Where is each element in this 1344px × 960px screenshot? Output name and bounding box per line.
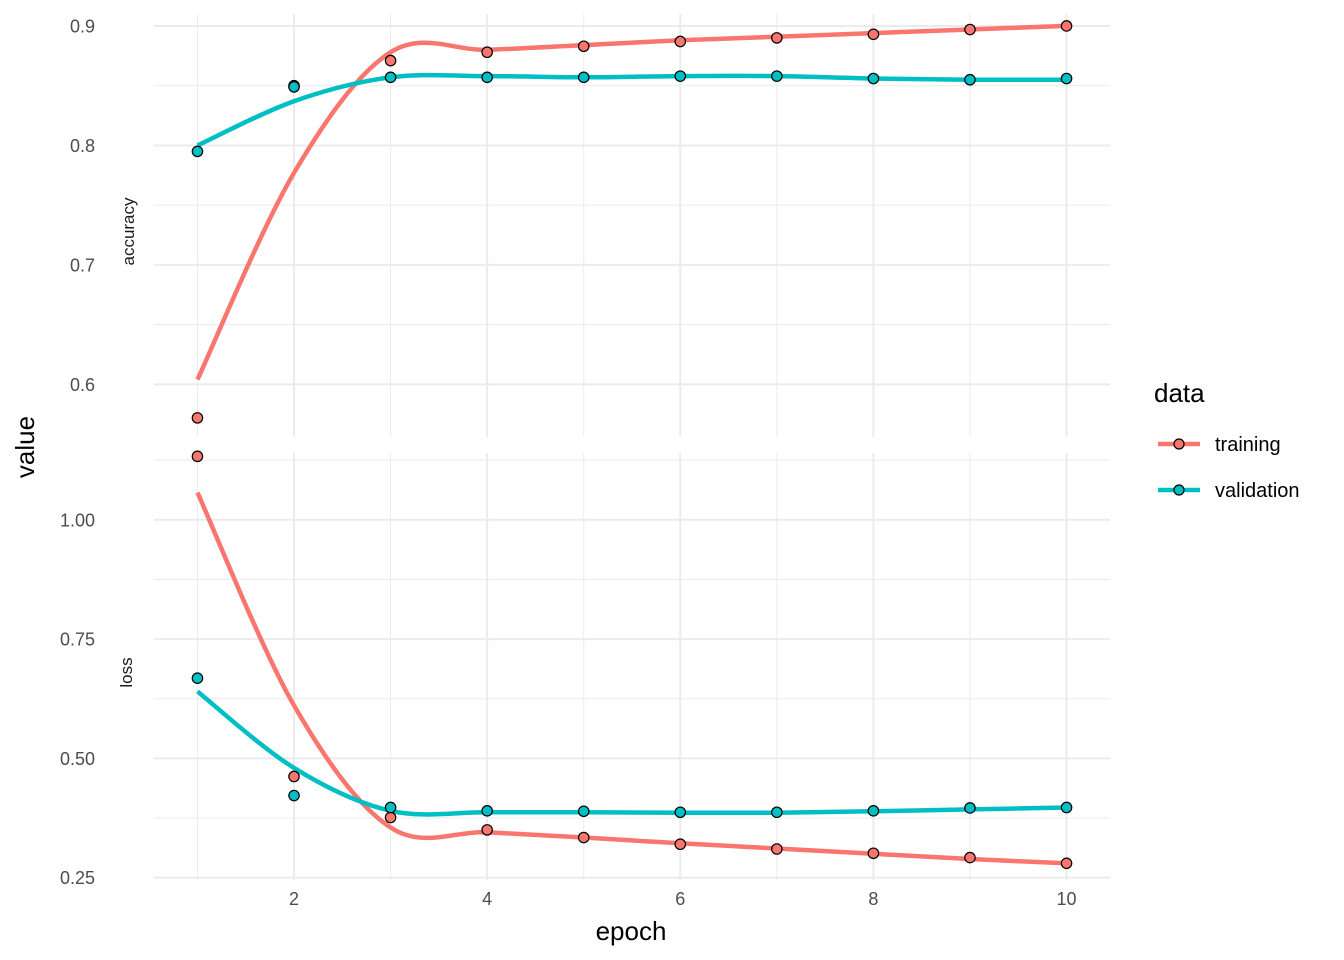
data-point-training	[964, 23, 976, 36]
data-point-validation	[674, 806, 687, 819]
data-point-training	[771, 32, 783, 44]
series-line-validation	[196, 72, 1067, 148]
strip-label-loss: loss	[117, 657, 136, 687]
series-line-validation	[196, 689, 1067, 817]
data-point-training	[867, 847, 880, 860]
y-tick-label: 0.50	[60, 749, 95, 769]
data-point-training	[771, 843, 783, 855]
data-point-validation	[191, 672, 204, 684]
data-point-training	[288, 770, 300, 783]
legend-item-training: training	[1158, 434, 1281, 456]
x-tick-label: 10	[1057, 889, 1077, 909]
data-point-validation	[771, 70, 783, 82]
data-point-validation	[577, 805, 590, 818]
data-point-validation	[481, 805, 493, 817]
data-point-validation	[288, 789, 300, 802]
data-point-validation	[288, 81, 300, 93]
data-point-validation	[771, 806, 783, 819]
y-axis-title: value	[10, 416, 40, 478]
data-point-validation	[577, 71, 590, 84]
legend: data training validation	[1154, 378, 1300, 502]
y-tick-label: 0.25	[60, 868, 95, 888]
legend-key-point-validation	[1173, 484, 1185, 496]
x-axis-title: epoch	[596, 916, 667, 946]
x-tick-label: 8	[868, 889, 878, 909]
x-tick-label: 4	[482, 889, 492, 909]
data-point-training	[1060, 20, 1073, 32]
data-point-training	[964, 851, 976, 864]
data-point-training	[384, 811, 397, 824]
x-tick-label: 2	[289, 889, 299, 909]
data-point-validation	[1060, 801, 1073, 814]
data-point-validation	[191, 145, 204, 158]
panel-accuracy: 0.6 0.7 0.8 0.9 accuracy	[70, 14, 1110, 437]
data-point-validation	[1060, 72, 1073, 85]
legend-title: data	[1154, 378, 1205, 408]
data-point-training	[384, 54, 397, 67]
y-tick-label: 0.8	[70, 136, 95, 156]
data-point-training	[674, 35, 687, 48]
data-point-validation	[481, 71, 493, 84]
panel-accuracy-points	[191, 20, 1073, 424]
x-tick-label: 6	[675, 889, 685, 909]
y-tick-label: 0.6	[70, 375, 95, 395]
panel-loss-y-ticks: 0.25 0.50 0.75 1.00	[60, 510, 95, 888]
data-point-validation	[964, 73, 976, 86]
data-point-training	[867, 28, 880, 41]
data-point-validation	[384, 801, 397, 814]
data-point-training	[481, 824, 493, 836]
panel-loss-points	[191, 450, 1073, 870]
y-tick-label: 0.75	[60, 630, 95, 650]
data-point-training	[481, 46, 493, 59]
data-point-validation	[384, 71, 397, 84]
y-tick-label: 1.00	[60, 510, 95, 530]
data-point-validation	[867, 805, 880, 817]
legend-key-point-training	[1173, 438, 1185, 450]
data-point-training	[191, 450, 204, 463]
legend-label-training: training	[1215, 434, 1281, 456]
data-point-training	[1060, 857, 1073, 870]
data-point-training	[577, 831, 590, 844]
panel-accuracy-y-ticks: 0.6 0.7 0.8 0.9	[70, 16, 95, 394]
panel-loss: 0.25 0.50 0.75 1.00 loss	[60, 450, 1110, 888]
y-tick-label: 0.9	[70, 16, 95, 36]
data-point-training	[577, 40, 590, 53]
data-point-training	[191, 412, 204, 424]
strip-label-accuracy: accuracy	[119, 197, 138, 266]
data-point-validation	[964, 802, 976, 814]
data-point-validation	[674, 70, 687, 82]
data-point-validation	[867, 72, 880, 85]
x-axis-ticks: 2 4 6 8 10	[289, 889, 1077, 909]
data-point-training	[674, 838, 687, 851]
legend-item-validation: validation	[1158, 480, 1300, 502]
y-tick-label: 0.7	[70, 255, 95, 275]
legend-label-validation: validation	[1215, 480, 1300, 502]
